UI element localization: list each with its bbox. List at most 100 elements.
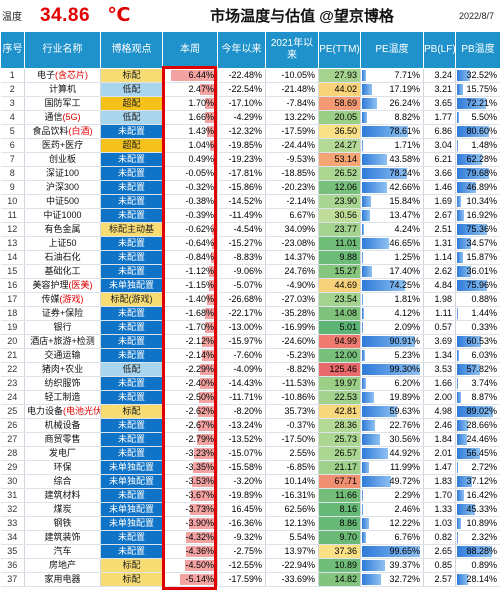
pb-temp-value: 57.82% bbox=[466, 364, 497, 374]
row-number: 31 bbox=[0, 488, 25, 503]
market-temperature: 34.86 ℃ bbox=[32, 4, 170, 27]
ytd-change: -11.49% bbox=[217, 208, 266, 223]
pb-temperature: 80.60% bbox=[455, 124, 500, 139]
ytd-change: -15.58% bbox=[217, 460, 266, 475]
bogle-view: 低配 bbox=[100, 110, 163, 125]
pb-lf: 2.51 bbox=[423, 222, 456, 237]
industry-label: 传媒 bbox=[41, 294, 60, 304]
pb-temp-value: 15.87% bbox=[466, 252, 497, 262]
ytd-change: -16.36% bbox=[217, 516, 266, 531]
pe-temperature: 17.40% bbox=[360, 264, 424, 279]
row-number: 37 bbox=[0, 572, 25, 587]
ytd-change: 16.45% bbox=[217, 502, 266, 517]
ytd-change: -7.60% bbox=[217, 348, 266, 363]
pe-ttm: 37.36 bbox=[318, 544, 361, 559]
pb-temp-bar bbox=[457, 420, 468, 431]
pb-temp-bar bbox=[457, 84, 463, 95]
week-value: 1.70% bbox=[188, 98, 214, 108]
table-row: 15 基础化工 未配置 -1.12% -9.06% 24.76% 15.27 17.40% 2.… bbox=[0, 264, 500, 279]
pe-ttm: 23.77 bbox=[318, 222, 361, 237]
pb-temp-value: 10.34% bbox=[466, 196, 497, 206]
week-change: -3.23% bbox=[162, 446, 218, 461]
industry-label: 房地产 bbox=[48, 560, 76, 570]
pb-temp-bar bbox=[457, 350, 459, 361]
pb-lf: 2.01 bbox=[423, 446, 456, 461]
pe-temp-value: 12.22% bbox=[389, 518, 420, 528]
industry-note: (含芯片) bbox=[55, 70, 88, 80]
pe-temp-bar bbox=[362, 532, 366, 543]
bogle-view: 标配 bbox=[100, 404, 163, 419]
ytd-change: -19.89% bbox=[217, 488, 266, 503]
week-bar bbox=[205, 322, 217, 333]
pe-temp-bar bbox=[362, 210, 370, 221]
pe-temp-value: 8.82% bbox=[394, 112, 420, 122]
industry-name: 深证100 bbox=[24, 166, 101, 181]
week-value: -1.68% bbox=[185, 308, 214, 318]
industry-label: 沪深300 bbox=[45, 182, 80, 192]
week-change: -4.36% bbox=[162, 544, 218, 559]
row-number: 9 bbox=[0, 180, 25, 195]
pe-temperature: 42.66% bbox=[360, 180, 424, 195]
industry-name: 有色金属 bbox=[24, 222, 101, 237]
table-row: 24 轻工制造 未配置 -2.50% -11.71% -10.86% 22.53 19.89%… bbox=[0, 390, 500, 405]
temperature-value: 34.86 bbox=[40, 5, 91, 26]
week-value: -0.64% bbox=[185, 238, 214, 248]
week-change: -5.14% bbox=[162, 572, 218, 587]
week-bar bbox=[211, 252, 217, 263]
pb-temp-value: 75.36% bbox=[466, 224, 497, 234]
industry-name: 证券+保险 bbox=[24, 306, 101, 321]
bogle-view: 未配置 bbox=[100, 348, 163, 363]
pb-lf: 1.77 bbox=[423, 110, 456, 125]
week-value: -0.62% bbox=[185, 224, 214, 234]
pb-temp-value: 75.96% bbox=[466, 280, 497, 290]
week-value: -2.40% bbox=[185, 378, 214, 388]
pe-temp-bar bbox=[362, 238, 389, 249]
pb-temp-bar bbox=[457, 210, 464, 221]
industry-label: 综合 bbox=[53, 476, 72, 486]
week-change: 0.49% bbox=[162, 152, 218, 167]
pe-temp-value: 74.25% bbox=[389, 280, 420, 290]
week-bar bbox=[207, 294, 217, 305]
ytd-change: -19.85% bbox=[217, 138, 266, 153]
ytd-change: -8.20% bbox=[217, 404, 266, 419]
industry-name: 创业板 bbox=[24, 152, 101, 167]
row-number: 8 bbox=[0, 166, 25, 181]
industry-label: 上证50 bbox=[48, 238, 77, 248]
bogle-view: 未配置 bbox=[100, 446, 163, 461]
week-change: 1.66% bbox=[162, 110, 218, 125]
pe-temperature: 6.20% bbox=[360, 376, 424, 391]
table-row: 27 商贸零售 未配置 -2.79% -13.52% -17.50% 25.73 30.56%… bbox=[0, 432, 500, 447]
week-bar bbox=[200, 378, 217, 389]
since-2021-change: -17.50% bbox=[265, 432, 319, 447]
bogle-view: 标配主动基 bbox=[100, 222, 163, 237]
pe-ttm: 44.69 bbox=[318, 278, 361, 293]
bogle-view: 未配置 bbox=[100, 194, 163, 209]
row-number: 32 bbox=[0, 502, 25, 517]
ytd-change: -9.32% bbox=[217, 530, 266, 545]
industry-name: 石油石化 bbox=[24, 250, 101, 265]
industry-name: 家用电器 bbox=[24, 572, 101, 587]
pe-temperature: 2.09% bbox=[360, 320, 424, 335]
pe-temp-bar bbox=[362, 168, 407, 179]
ytd-change: -9.06% bbox=[217, 264, 266, 279]
since-2021-change: -24.44% bbox=[265, 138, 319, 153]
pe-temp-bar bbox=[362, 476, 391, 487]
pe-temp-value: 6.76% bbox=[394, 532, 420, 542]
pe-temperature: 59.63% bbox=[360, 404, 424, 419]
pe-temp-bar bbox=[362, 420, 375, 431]
industry-name: 电力设备(电池光伏) bbox=[24, 404, 101, 419]
industry-note: (白酒) bbox=[68, 126, 93, 136]
bogle-view: 未配置 bbox=[100, 236, 163, 251]
since-2021-change: -2.14% bbox=[265, 194, 319, 209]
industry-label: 有色金属 bbox=[44, 224, 81, 234]
pb-temp-bar bbox=[457, 238, 471, 249]
week-value: -0.84% bbox=[185, 252, 214, 262]
pe-temperature: 43.58% bbox=[360, 152, 424, 167]
industry-name: 发电厂 bbox=[24, 446, 101, 461]
pb-lf: 4.98 bbox=[423, 404, 456, 419]
bogle-view: 未配置 bbox=[100, 124, 163, 139]
pe-temperature: 1.71% bbox=[360, 138, 424, 153]
table-row: 23 纺织服饰 未配置 -2.40% -14.43% -11.53% 19.97 6.20% 1… bbox=[0, 376, 500, 391]
column-header: 博格观点 bbox=[100, 31, 163, 69]
pe-temp-value: 42.66% bbox=[389, 182, 420, 192]
